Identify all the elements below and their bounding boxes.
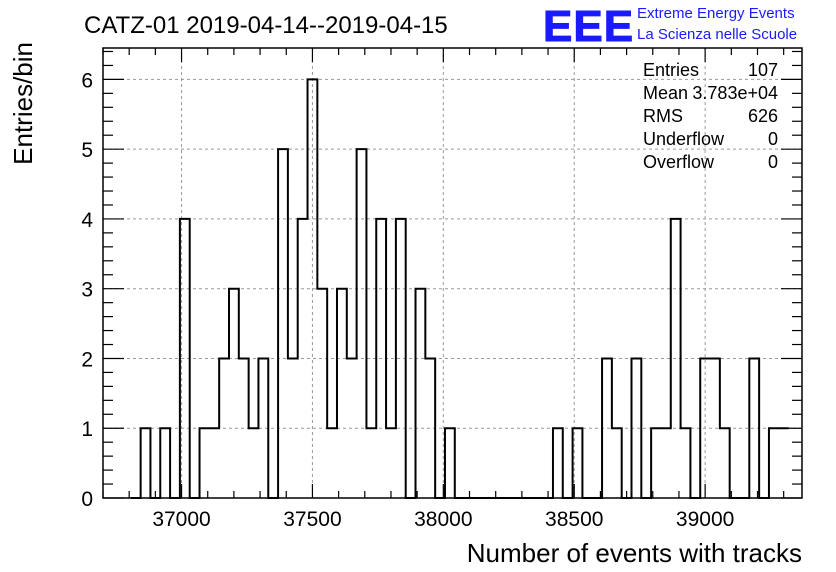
- histogram-bin: [337, 289, 347, 498]
- histogram-bin: [769, 428, 779, 498]
- histogram-bin: [209, 428, 219, 498]
- x-tick-label: 38500: [545, 508, 603, 531]
- histogram-bin: [416, 289, 426, 498]
- histogram-bin: [249, 428, 259, 498]
- histogram-bin: [632, 358, 642, 498]
- y-tick-label: 5: [81, 139, 93, 162]
- logo-line-1: Extreme Energy Events: [637, 5, 795, 22]
- logo-line-2: La Scienza nelle Scuole: [637, 26, 797, 43]
- stats-box: Entries 107 Mean 3.783e+04 RMS 626 Underflow 0 O…: [643, 60, 778, 172]
- stats-label: RMS: [643, 106, 683, 126]
- histogram-bin: [779, 428, 789, 498]
- histogram-bin: [278, 149, 288, 498]
- stats-label: Overflow: [643, 152, 715, 172]
- y-axis-ticks: 0 1 2 3 4 5 6: [81, 50, 802, 511]
- stats-value: 626: [748, 106, 778, 126]
- histogram-bin: [681, 428, 691, 498]
- histogram-bin: [327, 428, 337, 498]
- histogram-bin: [386, 428, 396, 498]
- histogram-bin: [229, 289, 239, 498]
- histogram-bin: [749, 358, 759, 498]
- x-tick-label: 37000: [152, 508, 210, 531]
- histogram-bin: [671, 219, 681, 498]
- y-tick-label: 4: [81, 209, 93, 232]
- histogram-bin: [317, 289, 327, 498]
- x-axis-ticks: 37000 37500 38000 38500 39000: [102, 48, 785, 531]
- plot-frame: [102, 47, 803, 499]
- histogram-bin: [258, 358, 268, 498]
- y-axis-label: Entries/bin: [8, 42, 38, 165]
- histogram-bin: [298, 219, 308, 498]
- y-tick-label: 6: [81, 69, 93, 92]
- histogram-outline: [130, 78, 789, 499]
- histogram-bin: [553, 428, 563, 498]
- histogram-bin: [366, 428, 376, 498]
- stats-value: 3.783e+04: [692, 83, 778, 103]
- stats-label: Entries: [643, 60, 699, 80]
- histogram-bin: [141, 428, 151, 498]
- histogram-bin: [376, 219, 386, 498]
- y-tick-label: 2: [81, 348, 93, 371]
- histogram-bin: [160, 428, 170, 498]
- histogram-bin: [308, 79, 318, 498]
- y-tick-label: 3: [81, 279, 93, 302]
- histogram-bin: [357, 149, 367, 498]
- histogram-bin: [396, 219, 406, 498]
- histogram-bin: [180, 219, 190, 498]
- eee-logo: EEE Extreme Energy Events La Scienza nel…: [543, 2, 798, 52]
- histogram-bin: [612, 428, 622, 498]
- histogram-bin: [347, 358, 357, 498]
- stats-value: 0: [768, 129, 778, 149]
- histogram-bin: [239, 358, 249, 498]
- x-axis-label: Number of events with tracks: [467, 538, 802, 568]
- histogram-bin: [700, 358, 710, 498]
- x-tick-label: 38000: [414, 508, 472, 531]
- stats-label: Mean: [643, 83, 688, 103]
- stats-value: 0: [768, 152, 778, 172]
- chart-title: CATZ-01 2019-04-14--2019-04-15: [84, 12, 448, 39]
- histogram-bin: [219, 358, 229, 498]
- x-tick-label: 39000: [676, 508, 734, 531]
- histogram-bin: [602, 358, 612, 498]
- stats-value: 107: [748, 60, 778, 80]
- x-tick-label: 37500: [283, 508, 341, 531]
- histogram-bin: [720, 428, 730, 498]
- logo-mark: EEE: [543, 2, 634, 51]
- y-tick-label: 0: [81, 488, 93, 511]
- y-tick-label: 1: [81, 418, 93, 441]
- histogram-bin: [573, 428, 583, 498]
- histogram-bin: [445, 428, 455, 498]
- histogram-bin: [200, 428, 210, 498]
- stats-label: Underflow: [643, 129, 725, 149]
- histogram-bin: [651, 428, 661, 498]
- histogram-bin: [425, 358, 435, 498]
- histogram-bin: [661, 428, 671, 498]
- histogram-bin: [288, 358, 298, 498]
- histogram-bin: [710, 358, 720, 498]
